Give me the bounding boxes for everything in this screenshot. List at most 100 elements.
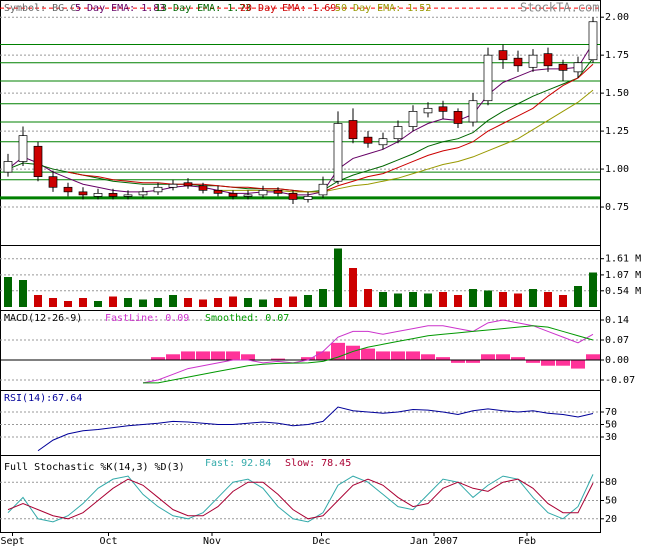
volume-bar <box>154 298 162 307</box>
histogram-bar <box>211 351 225 360</box>
histogram-bar <box>391 351 405 360</box>
volume-bar <box>139 299 147 307</box>
y-tick-label: 2.00 <box>605 12 629 23</box>
candle-body <box>543 53 553 67</box>
candle-body <box>3 161 13 173</box>
candle-body <box>318 183 328 196</box>
candle-body <box>498 50 508 61</box>
y-tick-label: 20 <box>605 514 617 525</box>
histogram-bar <box>466 360 480 363</box>
candle-body <box>48 176 58 188</box>
candle-body <box>333 123 343 182</box>
volume-bar <box>574 286 582 307</box>
x-tick-label: Oct <box>99 536 117 546</box>
y-tick-label: 70 <box>605 407 617 418</box>
candle-body <box>453 110 463 124</box>
volume-bar <box>499 292 507 307</box>
y-tick-label: 1.00 <box>605 164 629 175</box>
candle-body <box>18 135 28 162</box>
candle-body <box>483 54 493 102</box>
x-tick-label: Nov <box>203 536 221 546</box>
panel-frame <box>0 310 601 391</box>
y-tick-label: 0.00 <box>605 355 629 366</box>
histogram-bar <box>541 360 555 366</box>
volume-bar <box>289 296 297 307</box>
y-tick-label: -0.07 <box>605 375 635 386</box>
volume-bar <box>4 277 12 307</box>
volume-bar <box>439 292 447 307</box>
candle-body <box>393 126 403 140</box>
candle-body <box>408 110 418 127</box>
histogram-bar <box>421 354 435 360</box>
candle-body <box>363 136 373 144</box>
histogram-bar <box>406 351 420 360</box>
candle-body <box>288 193 298 200</box>
x-tick-label: Dec <box>312 536 330 546</box>
histogram-bar <box>436 357 450 360</box>
x-tick-label: Feb <box>518 536 536 546</box>
legend-entry: 50 Day EMA: 1.52 <box>335 3 431 14</box>
volume-bar <box>349 268 357 307</box>
panel-frame <box>0 0 601 246</box>
histogram-bar <box>196 351 210 360</box>
volume-bar <box>229 296 237 307</box>
histogram-bar <box>556 360 570 366</box>
candle-body <box>198 185 208 191</box>
y-tick-label: 1.07 M <box>605 270 641 281</box>
histogram-bar <box>496 354 510 360</box>
volume-bar <box>379 292 387 307</box>
volume-bar <box>559 295 567 307</box>
candle-body <box>33 145 43 178</box>
histogram-bar <box>271 358 285 360</box>
candle-body <box>63 186 73 193</box>
candle-body <box>438 106 448 112</box>
histogram-bar <box>451 360 465 363</box>
candle-body <box>138 191 148 196</box>
candle-body <box>558 63 568 71</box>
panel-frame <box>0 390 601 456</box>
histogram-bar <box>586 354 600 360</box>
volume-bar <box>79 298 87 307</box>
candle-body <box>348 120 358 140</box>
volume-bar <box>34 295 42 307</box>
y-tick-label: 0.75 <box>605 202 629 213</box>
histogram-bar <box>151 357 165 360</box>
volume-bar <box>19 280 27 307</box>
histogram-bar <box>226 351 240 360</box>
y-tick-label: 0.07 <box>605 335 629 346</box>
legend-entry: 13 Day EMA: 1.73 <box>155 3 251 14</box>
candle-body <box>153 186 163 193</box>
candle-body <box>93 193 103 197</box>
x-tick-label: Jan 2007 <box>410 536 458 546</box>
histogram-bar <box>166 354 180 360</box>
histogram-bar <box>511 357 525 360</box>
panel-frame <box>0 455 601 533</box>
volume-bar <box>364 289 372 307</box>
candle-body <box>228 193 238 197</box>
volume-bar <box>334 248 342 307</box>
volume-bar <box>424 293 432 307</box>
candle-body <box>243 194 253 197</box>
volume-bar <box>169 295 177 307</box>
candle-body <box>423 107 433 114</box>
histogram-bar <box>361 348 375 360</box>
series-line <box>7 474 594 523</box>
volume-bar <box>394 293 402 307</box>
histogram-bar <box>526 360 540 363</box>
volume-bar <box>484 290 492 307</box>
y-tick-label: 1.25 <box>605 126 629 137</box>
volume-bar <box>184 298 192 307</box>
y-tick-label: 30 <box>605 432 617 443</box>
histogram-bar <box>241 354 255 360</box>
volume-bar <box>469 289 477 307</box>
volume-bar <box>454 295 462 307</box>
volume-bar <box>199 299 207 307</box>
panel-frame <box>0 245 601 311</box>
histogram-bar <box>571 360 585 369</box>
volume-bar <box>409 292 417 307</box>
legend-entry: FastLine: 0.09 <box>105 313 189 324</box>
volume-bar <box>124 298 132 307</box>
volume-bar <box>109 296 117 307</box>
